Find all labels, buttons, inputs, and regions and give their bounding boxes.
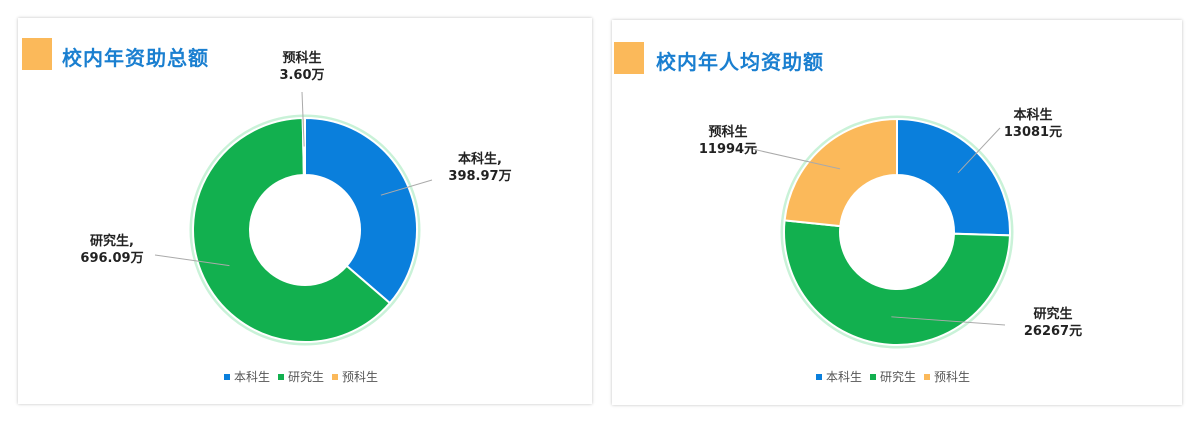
slice-预科生[interactable]: [783, 117, 898, 228]
legend-swatch: [870, 374, 876, 380]
slice-研究生[interactable]: [192, 117, 392, 343]
leader-line: [747, 147, 841, 170]
legend-item-研究生[interactable]: 研究生: [288, 369, 324, 384]
donut-glow: [780, 115, 1014, 349]
data-label: 预科生: [282, 50, 321, 66]
legend-item-本科生[interactable]: 本科生: [234, 370, 270, 384]
data-label: 研究生,: [90, 233, 134, 249]
legend-item-本科生[interactable]: 本科生: [826, 370, 862, 384]
data-label: 13081元: [1004, 125, 1062, 140]
slice-研究生[interactable]: [783, 219, 1011, 346]
slice-本科生[interactable]: [896, 117, 1011, 237]
legend-swatch: [332, 374, 338, 380]
title-marker: [22, 38, 52, 70]
data-label: 研究生: [1033, 306, 1072, 322]
data-label: 本科生: [1013, 107, 1052, 123]
data-label: 预科生: [708, 124, 747, 140]
leader-line: [380, 179, 433, 196]
slice-本科生[interactable]: [304, 116, 418, 305]
chart-title: 校内年资助总额: [62, 46, 209, 70]
data-label: 11994元: [699, 142, 757, 157]
title-marker: [614, 42, 644, 74]
legend-swatch: [224, 374, 230, 380]
legend-item-预科生[interactable]: 预科生: [934, 370, 970, 384]
chart-title: 校内年人均资助额: [656, 50, 824, 74]
data-label: 696.09万: [80, 251, 143, 266]
data-label: 本科生,: [458, 151, 502, 167]
legend-item-研究生[interactable]: 研究生: [880, 369, 916, 384]
leader-line: [301, 91, 305, 147]
legend-swatch: [924, 374, 930, 380]
data-label: 398.97万: [448, 169, 511, 184]
donut-glow: [189, 114, 421, 346]
leader-line: [154, 254, 230, 267]
legend-item-预科生[interactable]: 预科生: [342, 370, 378, 384]
data-label: 26267元: [1024, 324, 1082, 339]
leader-line: [957, 127, 1001, 174]
legend-swatch: [278, 374, 284, 380]
leader-line: [891, 316, 1006, 326]
legend-swatch: [816, 374, 822, 380]
data-label: 3.60万: [279, 68, 324, 83]
